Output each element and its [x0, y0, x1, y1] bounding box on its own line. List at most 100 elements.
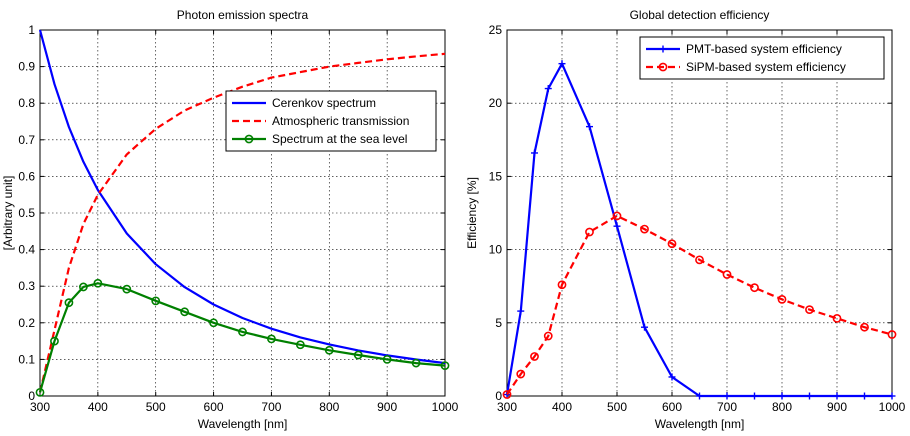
- data-point: [324, 345, 334, 355]
- legend-item: PMT-based system efficiency: [646, 42, 842, 56]
- data-point: [722, 270, 732, 279]
- data-point: [78, 282, 88, 292]
- x-tick-label: 600: [204, 400, 224, 414]
- chart-photon-emission-spectra: Photon emission spectra Wavelength [nm] …: [1, 8, 459, 431]
- x-tick-label: 700: [717, 400, 737, 414]
- legend-box: [639, 36, 885, 80]
- data-point: [861, 392, 868, 400]
- data-point: [516, 369, 526, 379]
- data-point: [557, 280, 567, 290]
- x-tick-label: 900: [827, 400, 847, 414]
- data-point: [832, 314, 842, 323]
- data-point: [613, 222, 621, 230]
- y-tick-label: 0.3: [18, 279, 35, 293]
- legend-label: PMT-based system efficiency: [686, 42, 842, 56]
- series-pmt-based-system-efficiency: [503, 60, 896, 400]
- data-point: [612, 211, 622, 221]
- y-tick-label: 10: [489, 243, 503, 257]
- legend-marker: [244, 134, 254, 144]
- y-tick-label: 0.5: [18, 206, 35, 220]
- data-point: [667, 239, 677, 249]
- data-point: [860, 322, 869, 332]
- data-point: [641, 323, 648, 331]
- data-point: [353, 350, 363, 360]
- x-tick-label: 800: [772, 400, 792, 414]
- data-point: [887, 330, 897, 339]
- data-point: [503, 391, 511, 399]
- legend-item: Spectrum at the sea level: [232, 132, 407, 146]
- data-point: [585, 227, 594, 237]
- x-tick-label: 800: [319, 400, 339, 414]
- series-sipm-based-system-efficiency: [502, 211, 897, 399]
- y-tick-label: 25: [489, 23, 503, 37]
- data-point: [778, 392, 786, 400]
- y-tick-label: 0.6: [18, 169, 35, 183]
- data-point: [122, 284, 132, 294]
- legend-label: Cerenkov spectrum: [272, 96, 376, 110]
- data-point: [530, 352, 539, 361]
- x-tick-label: 900: [377, 400, 397, 414]
- data-point: [238, 327, 247, 337]
- data-point: [64, 298, 74, 308]
- y-axis-label: Efficiency [%]: [465, 177, 479, 249]
- legend-label: Atmospheric transmission: [272, 114, 409, 128]
- x-tick-label: 400: [552, 400, 572, 414]
- x-tick-label: 300: [497, 400, 517, 414]
- y-tick-label: 0.1: [18, 352, 35, 366]
- y-tick-label: 0.7: [18, 133, 35, 147]
- x-tick-label: 700: [261, 400, 281, 414]
- data-point: [440, 361, 450, 371]
- y-tick-label: 0.9: [18, 60, 35, 74]
- data-point: [267, 334, 276, 344]
- y-tick-label: 0: [28, 389, 35, 403]
- legend-item: SiPM-based system efficiency: [646, 60, 846, 74]
- x-axis-label: Wavelength [nm]: [198, 417, 288, 431]
- legend: PMT-based system efficiency SiPM-based sy…: [639, 36, 885, 80]
- x-axis-label: Wavelength [nm]: [655, 417, 745, 431]
- series-line: [38, 282, 446, 393]
- data-point: [751, 392, 758, 400]
- data-point: [696, 392, 703, 400]
- y-tick-label: 20: [489, 96, 503, 110]
- x-tick-label: 500: [607, 400, 627, 414]
- data-point: [531, 149, 538, 157]
- series-line: [38, 52, 446, 393]
- data-point: [50, 336, 59, 346]
- data-point: [35, 387, 45, 397]
- legend-item: Atmospheric transmission: [232, 114, 409, 128]
- data-point: [209, 318, 218, 328]
- legend-item: Cerenkov spectrum: [232, 96, 376, 110]
- y-tick-label: 1: [28, 23, 35, 37]
- y-axis-label: [Arbitrary unit]: [1, 176, 15, 251]
- grid: [507, 30, 892, 396]
- y-tick-label: 15: [489, 169, 503, 183]
- x-tick-label: 300: [30, 400, 50, 414]
- data-point: [833, 392, 841, 400]
- legend: Cerenkov spectrum Atmospheric transmissio…: [225, 90, 437, 152]
- chart-title: Global detection efficiency: [630, 8, 770, 22]
- data-point: [295, 340, 305, 350]
- data-point: [695, 255, 704, 265]
- series-spectrum-at-the-sea-level: [35, 278, 450, 397]
- data-point: [502, 390, 512, 399]
- data-point: [777, 294, 787, 304]
- x-tick-label: 600: [662, 400, 682, 414]
- data-point: [668, 373, 676, 381]
- y-tick-label: 0.4: [18, 243, 35, 257]
- y-tick-label: 0: [495, 389, 502, 403]
- legend-marker: [659, 45, 667, 53]
- plot-area: [507, 30, 892, 396]
- series-line: [506, 214, 893, 396]
- y-tick-label: 5: [495, 316, 502, 330]
- series-cerenkov-spectrum: [38, 29, 446, 365]
- data-point: [586, 123, 593, 131]
- chart-title: Photon emission spectra: [177, 8, 309, 22]
- data-point: [640, 224, 649, 234]
- data-point: [543, 331, 553, 341]
- x-tick-label: 1000: [879, 400, 906, 414]
- y-tick-label: 0.2: [18, 316, 35, 330]
- data-point: [558, 60, 566, 68]
- data-point: [806, 392, 813, 400]
- data-point: [151, 296, 161, 306]
